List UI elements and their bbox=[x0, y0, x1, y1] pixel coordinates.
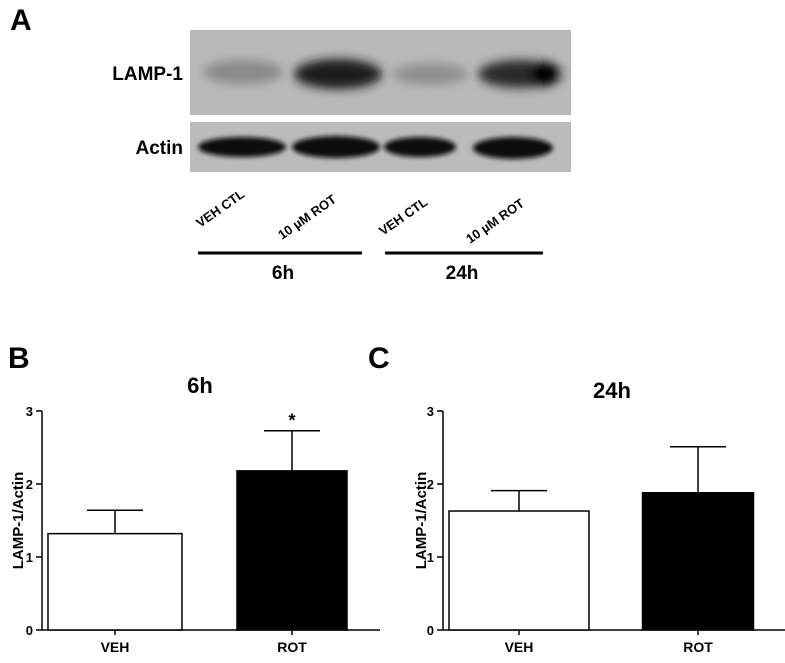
y-tick-label: 1 bbox=[427, 550, 434, 565]
blot: LAMP-1 Actin VEH CTL 10 µM ROT VEH CTL 1… bbox=[112, 30, 571, 284]
lane-label: 10 µM ROT bbox=[275, 191, 339, 242]
row-label: LAMP-1 bbox=[112, 64, 183, 85]
row-label: Actin bbox=[136, 138, 184, 159]
y-tick-label: 1 bbox=[26, 550, 33, 565]
panel-label: B bbox=[8, 342, 30, 375]
lane-label: VEH CTL bbox=[193, 186, 247, 230]
y-tick-label: 2 bbox=[26, 477, 33, 492]
y-tick-label: 0 bbox=[26, 623, 33, 638]
y-tick-label: 3 bbox=[26, 404, 33, 419]
y-axis-label: LAMP-1/Actin bbox=[10, 472, 27, 570]
panel-label: A bbox=[10, 4, 32, 37]
x-tick-label: ROT bbox=[277, 639, 307, 655]
x-tick-label: VEH bbox=[101, 639, 130, 655]
bar bbox=[236, 470, 348, 631]
lane-label: VEH CTL bbox=[376, 194, 430, 238]
y-axis-label: LAMP-1/Actin bbox=[413, 472, 430, 570]
lamp-bands bbox=[203, 59, 562, 89]
chart-title: 24h bbox=[593, 378, 631, 403]
group-label: 6h bbox=[272, 263, 294, 284]
y-tick-label: 2 bbox=[427, 477, 434, 492]
significance-mark: * bbox=[288, 411, 295, 431]
y-tick-label: 3 bbox=[427, 404, 434, 419]
group-label: 24h bbox=[446, 263, 479, 284]
lane-label: 10 µM ROT bbox=[463, 195, 527, 246]
x-tick-label: VEH bbox=[505, 639, 534, 655]
y-tick-label: 0 bbox=[427, 623, 434, 638]
panel-label: C bbox=[368, 342, 390, 375]
chart-title: 6h bbox=[187, 373, 213, 398]
actin-bands bbox=[198, 136, 553, 159]
bar bbox=[47, 532, 183, 631]
bar bbox=[448, 510, 590, 631]
bar bbox=[641, 492, 755, 631]
x-tick-label: ROT bbox=[683, 639, 713, 655]
